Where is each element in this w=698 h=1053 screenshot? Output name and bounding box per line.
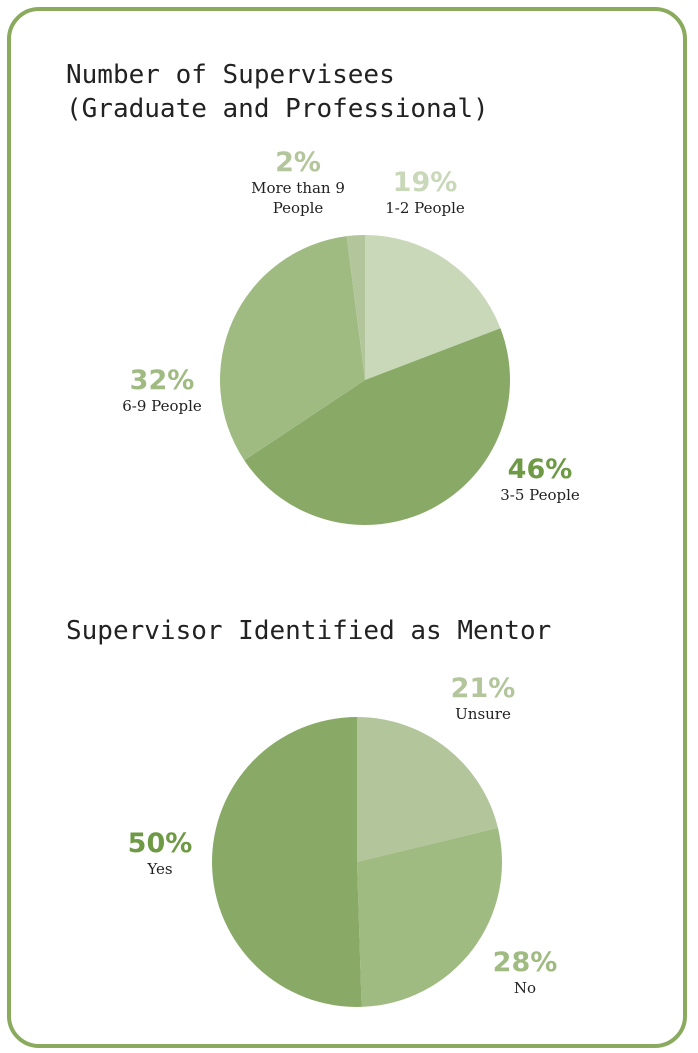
value-label: 28% (492, 947, 558, 978)
pie-slice (346, 235, 365, 380)
pie-slice (357, 827, 502, 1007)
category-label: Yes (147, 860, 173, 878)
category-label: More than 9 People (251, 179, 345, 217)
category-label: 6-9 People (122, 397, 202, 415)
slice-label: 21% Unsure (428, 674, 538, 724)
pie-slice (357, 717, 498, 862)
value-label: 46% (507, 454, 573, 485)
pie-slice (365, 235, 501, 380)
chart-title: Number of Supervisees (Graduate and Prof… (66, 60, 489, 124)
slice-label: 46% 3-5 People (485, 455, 595, 505)
chart-title: Supervisor Identified as Mentor (66, 616, 552, 646)
slice-label: 2% More than 9 People (243, 148, 353, 218)
category-label: 3-5 People (500, 486, 580, 504)
category-label: 1-2 People (385, 199, 465, 217)
value-label: 21% (450, 673, 516, 704)
slice-label: 19% 1-2 People (370, 168, 480, 218)
category-label: No (513, 979, 537, 997)
category-label: Unsure (455, 705, 511, 723)
pie-slice (211, 717, 362, 1007)
slice-label: 28% No (470, 948, 580, 998)
pie-slice (220, 236, 365, 461)
frame (7, 7, 687, 1048)
pie-slice (244, 328, 511, 526)
slice-label: 50% Yes (105, 829, 215, 879)
value-label: 2% (275, 147, 321, 178)
value-label: 50% (127, 828, 193, 859)
value-label: 32% (129, 365, 195, 396)
slice-label: 32% 6-9 People (107, 366, 217, 416)
value-label: 19% (392, 167, 458, 198)
